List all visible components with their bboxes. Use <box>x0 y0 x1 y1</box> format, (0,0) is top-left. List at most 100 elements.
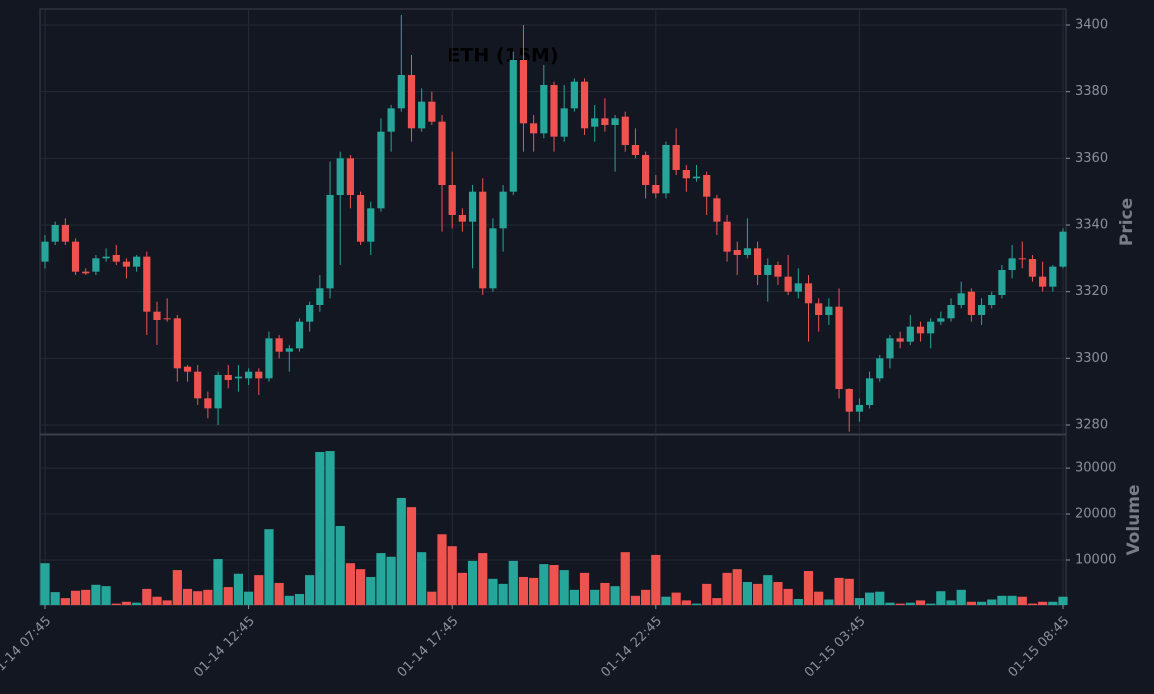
candle-body <box>265 338 273 379</box>
volume-bar <box>406 507 417 605</box>
candle-body <box>784 276 792 292</box>
volume-bar <box>864 592 875 605</box>
candle-body <box>835 306 843 389</box>
volume-bar <box>569 589 579 605</box>
candle-body <box>1059 231 1067 267</box>
volume-bar <box>814 591 824 605</box>
candle-body <box>92 258 100 272</box>
volume-bar <box>132 602 142 605</box>
candle-body <box>468 191 477 222</box>
candle-body <box>214 375 222 409</box>
candle-body <box>418 101 426 129</box>
candle-body <box>570 81 578 109</box>
volume-bar <box>335 525 345 605</box>
x-tick-label: 01-15 03:45 <box>802 614 869 681</box>
candle-body <box>479 191 487 289</box>
candle-body <box>51 225 59 242</box>
volume-bar <box>315 452 325 605</box>
candle-body <box>153 311 161 320</box>
volume-bar <box>539 564 549 605</box>
volume-bar <box>793 599 803 605</box>
candle-body <box>489 228 497 289</box>
candle-body <box>1008 258 1016 270</box>
volume-bar <box>294 593 305 605</box>
volume-bar <box>1038 601 1048 605</box>
volume-bar <box>254 575 264 605</box>
volume-bar <box>630 595 641 605</box>
candle-body <box>927 321 935 334</box>
volume-bar <box>518 576 529 605</box>
volume-bar <box>559 570 569 605</box>
candle-body <box>356 195 365 242</box>
volume-bar <box>162 600 172 605</box>
volume-bar <box>966 601 976 605</box>
volume-bar <box>956 589 966 605</box>
candle-body <box>1049 266 1057 287</box>
candle-body <box>438 121 446 185</box>
volume-tick-label: 20000 <box>1075 507 1116 522</box>
volume-bar <box>447 546 457 605</box>
candle-body <box>591 118 599 127</box>
x-tick-label: 01-15 08:45 <box>1006 614 1073 681</box>
volume-bar <box>875 591 885 605</box>
candle-body <box>377 131 385 209</box>
volume-bar <box>467 560 478 605</box>
volume-tick-label: 30000 <box>1075 461 1116 476</box>
candle-body <box>916 326 925 334</box>
volume-bar <box>976 601 987 605</box>
candle-body <box>743 248 752 255</box>
y-tick-label: 3320 <box>1075 284 1108 299</box>
candle-body <box>845 389 853 412</box>
candle-body <box>774 265 782 277</box>
candle-body <box>825 306 833 315</box>
candle-body <box>977 305 986 315</box>
volume-bar <box>427 591 437 605</box>
candle-body <box>509 60 517 192</box>
x-tick-label: 01-14 12:45 <box>191 614 258 681</box>
volume-bar <box>417 552 427 605</box>
volume-bar <box>355 569 366 605</box>
volume-bar <box>172 570 182 605</box>
candle-body <box>855 405 863 412</box>
volume-bar <box>722 572 732 605</box>
volume-bar <box>193 591 203 605</box>
candle-body <box>194 371 202 399</box>
candle-body <box>621 116 629 145</box>
volume-bar <box>702 583 712 605</box>
volume-bar <box>1048 601 1058 605</box>
candle-body <box>876 358 884 379</box>
volume-bar <box>233 573 244 605</box>
candle-body <box>1039 276 1047 287</box>
volume-bar <box>661 596 671 605</box>
volume-bar <box>600 582 610 605</box>
candle-body <box>815 303 823 315</box>
volume-bar <box>91 584 101 605</box>
candle-body <box>112 255 120 262</box>
volume-bar <box>1058 596 1068 605</box>
candle-body <box>234 376 243 379</box>
candle-body <box>448 185 456 215</box>
candle-body <box>886 338 894 359</box>
volume-bar <box>437 534 447 605</box>
candle-body <box>713 198 721 222</box>
candle-body <box>906 326 914 342</box>
volume-bar <box>742 582 753 605</box>
candle-body <box>947 305 955 319</box>
volume-bar <box>396 497 406 605</box>
candle-body <box>601 118 609 125</box>
volume-bar <box>152 596 162 605</box>
candle-body <box>703 175 711 197</box>
volume-bar <box>915 600 926 605</box>
candle-body <box>245 371 253 379</box>
volume-bar <box>610 586 620 605</box>
volume-tick-label: 10000 <box>1075 552 1116 567</box>
candle-body <box>1028 259 1037 277</box>
volume-bar <box>111 603 121 605</box>
candle-body <box>306 305 314 322</box>
candle-body <box>896 338 904 342</box>
volume-bar <box>223 587 233 605</box>
y-tick-label: 3360 <box>1075 151 1108 166</box>
volume-bar <box>274 582 284 605</box>
candle-body <box>255 371 263 379</box>
candle-body <box>957 293 965 305</box>
